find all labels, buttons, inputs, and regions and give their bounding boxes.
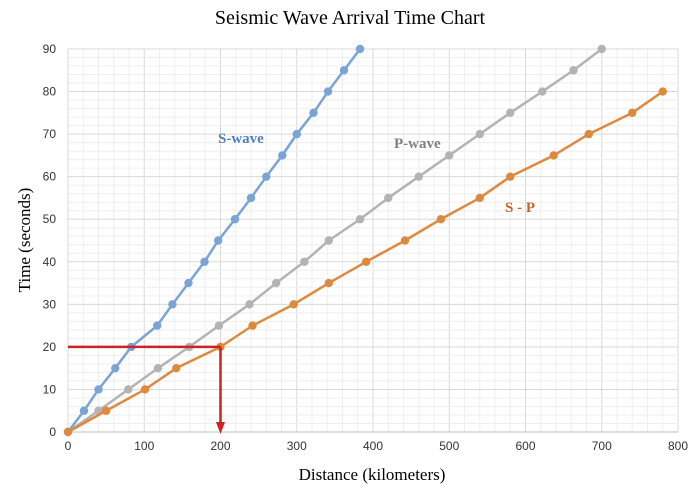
axes [67,49,678,433]
data-point-p-wave [355,215,365,224]
data-point-s-p [549,151,558,160]
data-point-s-wave [355,44,365,54]
x-tick-label: 100 [134,439,154,453]
annotation-arrowhead [216,422,225,434]
data-point-s-p [475,193,484,203]
x-tick-labels: 0 100 200 300 400 500 600 700 800 [65,439,689,453]
data-point-p-wave [245,300,254,309]
data-point-p-wave [384,193,393,203]
x-tick-label: 600 [515,439,535,453]
data-point-p-wave [300,257,309,266]
data-point-s-p [436,215,446,224]
y-tick-label: 10 [43,382,57,396]
series-label-s-wave: S-wave [218,131,264,147]
data-point-s-p [628,108,637,118]
x-tick-label: 700 [592,439,612,453]
x-tick-label: 300 [287,439,307,453]
x-tick-label: 800 [668,439,688,453]
y-tick-labels: 0 10 20 30 40 50 60 70 80 90 [43,42,57,439]
x-tick-label: 400 [363,439,383,453]
data-point-s-wave [323,87,333,96]
data-point-s-wave [262,172,271,181]
y-tick-label: 20 [43,340,57,354]
data-point-s-p [289,300,298,309]
y-tick-label: 60 [43,170,57,184]
data-point-p-wave [475,129,484,139]
data-point-s-wave [339,66,349,75]
data-point-p-wave [214,321,224,330]
series-label-s-minus-p: S - P [505,200,535,216]
data-point-s-wave [278,151,287,160]
data-point-s-wave [153,321,162,330]
data-point-s-wave [94,385,103,394]
data-point-s-p [584,129,593,139]
data-point-p-wave [324,236,333,245]
data-point-s-p [63,427,73,437]
y-tick-label: 70 [43,127,57,141]
data-point-s-p [324,278,333,288]
data-point-s-p [506,172,515,181]
data-point-s-wave [214,236,223,245]
x-axis-label: Distance (kilometers) [299,465,446,484]
y-tick-label: 30 [43,297,57,311]
y-axis-label: Time (seconds) [15,188,34,293]
data-point-s-p [140,385,150,394]
data-point-s-wave [111,363,120,373]
chart-title: Seismic Wave Arrival Time Chart [215,7,486,29]
data-point-p-wave [538,87,547,96]
series-group [63,44,667,437]
data-point-s-wave [292,129,301,139]
annotation [68,345,225,434]
data-point-s-p [248,321,257,330]
grid [67,48,679,433]
data-point-s-wave [230,215,240,224]
data-point-p-wave [271,278,281,288]
y-tick-label: 0 [49,425,56,439]
x-tick-label: 200 [210,439,230,453]
data-point-s-p [400,236,410,245]
data-point-p-wave [597,44,606,54]
data-point-s-wave [168,300,177,309]
data-point-s-p [361,257,371,266]
data-point-p-wave [445,151,454,160]
data-point-s-p [101,406,111,415]
y-tick-label: 80 [43,85,57,99]
data-point-p-wave [124,385,133,394]
x-tick-label: 0 [65,439,72,453]
data-point-s-p [658,87,667,96]
series-line-p-wave [67,48,603,434]
data-point-p-wave [569,66,578,75]
data-point-s-wave [200,257,209,266]
data-point-s-wave [79,406,89,415]
data-point-p-wave [414,172,423,181]
data-point-s-wave [309,108,318,118]
data-point-s-wave [246,193,256,203]
data-point-p-wave [153,363,163,373]
x-tick-label: 500 [439,439,459,453]
series-label-p-wave: P-wave [394,136,441,152]
data-point-s-wave [184,278,193,288]
data-point-p-wave [506,108,515,118]
y-tick-label: 90 [43,42,57,56]
y-tick-label: 50 [43,212,57,226]
y-tick-label: 40 [43,255,57,269]
data-point-s-p [172,363,181,373]
